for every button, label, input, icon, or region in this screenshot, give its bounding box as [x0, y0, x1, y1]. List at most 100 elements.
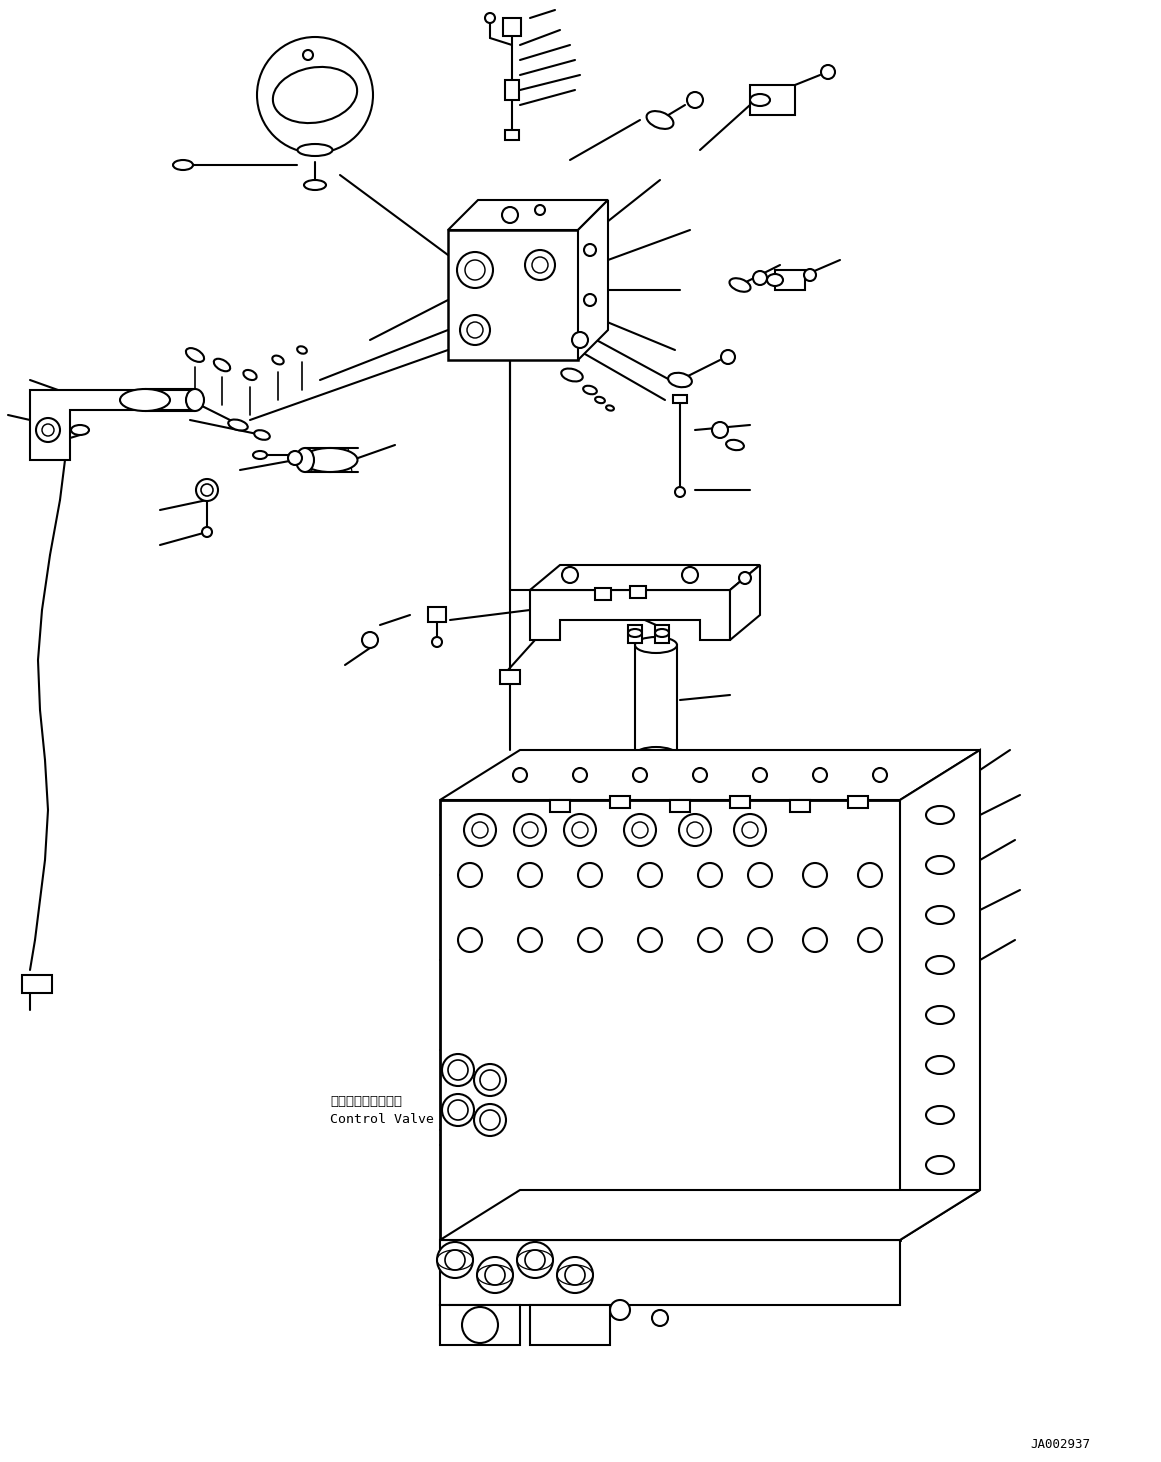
Circle shape — [437, 1243, 473, 1278]
Circle shape — [36, 418, 60, 442]
Bar — [635, 645, 677, 754]
Circle shape — [517, 1243, 553, 1278]
Bar — [505, 130, 519, 140]
Polygon shape — [531, 591, 730, 640]
Circle shape — [257, 37, 373, 154]
Bar — [440, 1306, 520, 1345]
Ellipse shape — [729, 278, 750, 292]
Circle shape — [572, 332, 587, 348]
Polygon shape — [30, 390, 195, 461]
Bar — [730, 795, 750, 808]
Ellipse shape — [186, 389, 204, 411]
Bar — [594, 588, 611, 599]
Circle shape — [687, 822, 704, 838]
Text: JA002937: JA002937 — [1030, 1439, 1090, 1450]
Ellipse shape — [303, 447, 358, 472]
Ellipse shape — [214, 358, 230, 371]
Circle shape — [42, 424, 55, 436]
Ellipse shape — [635, 747, 677, 763]
Circle shape — [858, 863, 882, 887]
Circle shape — [442, 1054, 474, 1086]
Circle shape — [623, 814, 656, 846]
Circle shape — [202, 526, 212, 537]
Polygon shape — [531, 564, 760, 591]
Circle shape — [639, 928, 662, 952]
Bar — [789, 800, 810, 811]
Circle shape — [753, 768, 767, 782]
Polygon shape — [730, 564, 760, 640]
Circle shape — [574, 768, 587, 782]
Circle shape — [514, 814, 546, 846]
Circle shape — [457, 928, 482, 952]
Circle shape — [466, 260, 485, 281]
Circle shape — [639, 863, 662, 887]
Bar — [428, 607, 446, 621]
Polygon shape — [448, 200, 608, 230]
Circle shape — [698, 863, 722, 887]
Bar — [610, 795, 630, 808]
Polygon shape — [440, 750, 980, 800]
Polygon shape — [900, 750, 980, 1240]
Ellipse shape — [253, 450, 267, 459]
Circle shape — [564, 814, 596, 846]
Bar — [503, 18, 521, 37]
Circle shape — [442, 1094, 474, 1126]
Ellipse shape — [926, 906, 954, 924]
Circle shape — [485, 1265, 505, 1285]
Circle shape — [565, 1265, 585, 1285]
Circle shape — [460, 314, 490, 345]
Circle shape — [721, 349, 735, 364]
Ellipse shape — [726, 440, 744, 450]
Circle shape — [432, 637, 442, 648]
Circle shape — [748, 928, 772, 952]
Circle shape — [518, 928, 542, 952]
Ellipse shape — [926, 1006, 954, 1023]
Circle shape — [479, 1110, 500, 1130]
Ellipse shape — [647, 111, 673, 129]
Circle shape — [873, 768, 887, 782]
Circle shape — [445, 1250, 466, 1270]
Circle shape — [522, 822, 538, 838]
Circle shape — [479, 1070, 500, 1091]
Circle shape — [803, 863, 827, 887]
Circle shape — [474, 1064, 506, 1096]
Circle shape — [448, 1060, 468, 1080]
Bar — [22, 975, 52, 993]
Circle shape — [288, 450, 302, 465]
Ellipse shape — [926, 806, 954, 825]
Circle shape — [632, 822, 648, 838]
Ellipse shape — [655, 629, 669, 637]
Circle shape — [562, 567, 578, 583]
Ellipse shape — [297, 143, 332, 156]
Circle shape — [572, 822, 587, 838]
Bar — [440, 800, 900, 1240]
Bar — [500, 670, 520, 684]
Circle shape — [467, 322, 483, 338]
Text: Control Valve: Control Valve — [330, 1113, 434, 1126]
Ellipse shape — [926, 956, 954, 974]
Bar — [848, 795, 868, 808]
Ellipse shape — [606, 405, 614, 411]
Circle shape — [535, 205, 545, 215]
Circle shape — [584, 294, 596, 306]
Bar — [655, 624, 669, 643]
Circle shape — [525, 1250, 545, 1270]
Polygon shape — [440, 1190, 980, 1240]
Circle shape — [196, 480, 218, 501]
Bar — [630, 586, 646, 598]
Circle shape — [532, 257, 548, 273]
Ellipse shape — [273, 355, 283, 364]
Text: コントロールバルブ: コントロールバルブ — [330, 1095, 402, 1108]
Ellipse shape — [750, 94, 770, 107]
Ellipse shape — [186, 348, 204, 363]
Circle shape — [457, 251, 493, 288]
Circle shape — [858, 928, 882, 952]
Circle shape — [448, 1099, 468, 1120]
Ellipse shape — [767, 273, 783, 287]
Bar — [505, 80, 519, 99]
Ellipse shape — [561, 368, 583, 382]
Circle shape — [652, 1310, 668, 1326]
Circle shape — [813, 768, 827, 782]
Circle shape — [682, 567, 698, 583]
Circle shape — [698, 928, 722, 952]
